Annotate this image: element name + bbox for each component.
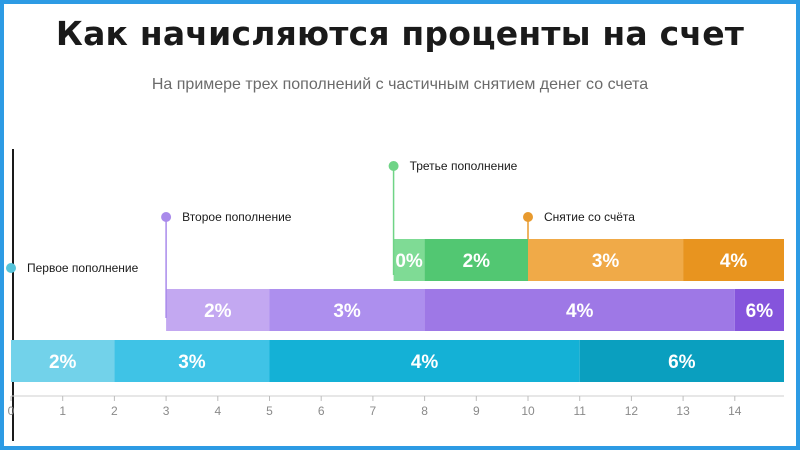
page-subtitle: На примере трех пополнений с частичным с… (151, 76, 649, 93)
third-deposit-rate-label: 0% (395, 251, 423, 272)
x-axis-tick-label: 11 (573, 404, 586, 418)
x-axis-tick-label: 1 (59, 404, 66, 418)
infographic-frame: Как начисляются проценты на счет На прим… (4, 4, 796, 446)
third-deposit-segment (528, 239, 684, 281)
x-axis-tick-label: 8 (421, 404, 428, 418)
second-deposit-segment (734, 289, 784, 331)
third-deposit-segment (393, 239, 425, 281)
second-deposit-segment (269, 289, 425, 331)
first-deposit-rate-label: 6% (668, 352, 696, 373)
event-label: Второе пополнение (182, 210, 292, 224)
x-axis-tick-label: 0 (8, 404, 15, 418)
first-deposit-rate-label: 4% (411, 352, 439, 373)
event-dot (388, 161, 399, 171)
event-dot (523, 212, 533, 222)
x-axis-tick-label: 4 (214, 404, 221, 418)
third-deposit-rate-label: 3% (592, 251, 620, 272)
third-deposit-rate-label: 2% (463, 251, 491, 272)
second-deposit-rate-label: 2% (204, 301, 232, 322)
first-deposit-segment (11, 340, 115, 382)
first-deposit-segment (269, 340, 580, 382)
event-dot (161, 212, 172, 222)
x-axis-tick-label: 2 (111, 404, 118, 418)
event-label: Снятие со счёта (544, 210, 635, 224)
x-axis-tick-label: 6 (318, 404, 325, 418)
second-deposit-rate-label: 4% (566, 301, 594, 322)
page-title: Как начисляются проценты на счет (55, 14, 745, 53)
event-label: Первое пополнение (27, 261, 139, 275)
x-axis-tick-label: 10 (521, 404, 535, 418)
x-axis-tick-label: 7 (370, 404, 377, 418)
x-axis-tick-label: 3 (163, 404, 170, 418)
first-deposit-segment (114, 340, 270, 382)
timeline-start-line (12, 149, 14, 441)
second-deposit-segment (166, 289, 270, 331)
deposit-timeline-diagram: 0 1 2 3 4 5 6 7 8 9 10 11 12 13 142% 3% 4% 6%2% 3% 4% 6%0% 2%… (6, 159, 784, 418)
event-dot (6, 263, 16, 273)
third-deposit-segment (683, 239, 784, 281)
second-deposit-rate-label: 6% (746, 301, 774, 322)
first-deposit-segment (579, 340, 784, 382)
x-axis-tick-label: 9 (473, 404, 480, 418)
first-deposit-rate-label: 3% (178, 352, 206, 373)
second-deposit-segment (424, 289, 735, 331)
event-label: Третье пополнение (410, 159, 518, 173)
x-axis-tick-label: 12 (625, 404, 639, 418)
third-deposit-segment (424, 239, 528, 281)
x-axis-tick-label: 5 (266, 404, 273, 418)
first-deposit-rate-label: 2% (49, 352, 77, 373)
second-deposit-rate-label: 3% (333, 301, 361, 322)
x-axis-tick-label: 13 (676, 404, 690, 418)
third-deposit-rate-label: 4% (720, 251, 748, 272)
x-axis-tick-label: 14 (728, 404, 742, 418)
